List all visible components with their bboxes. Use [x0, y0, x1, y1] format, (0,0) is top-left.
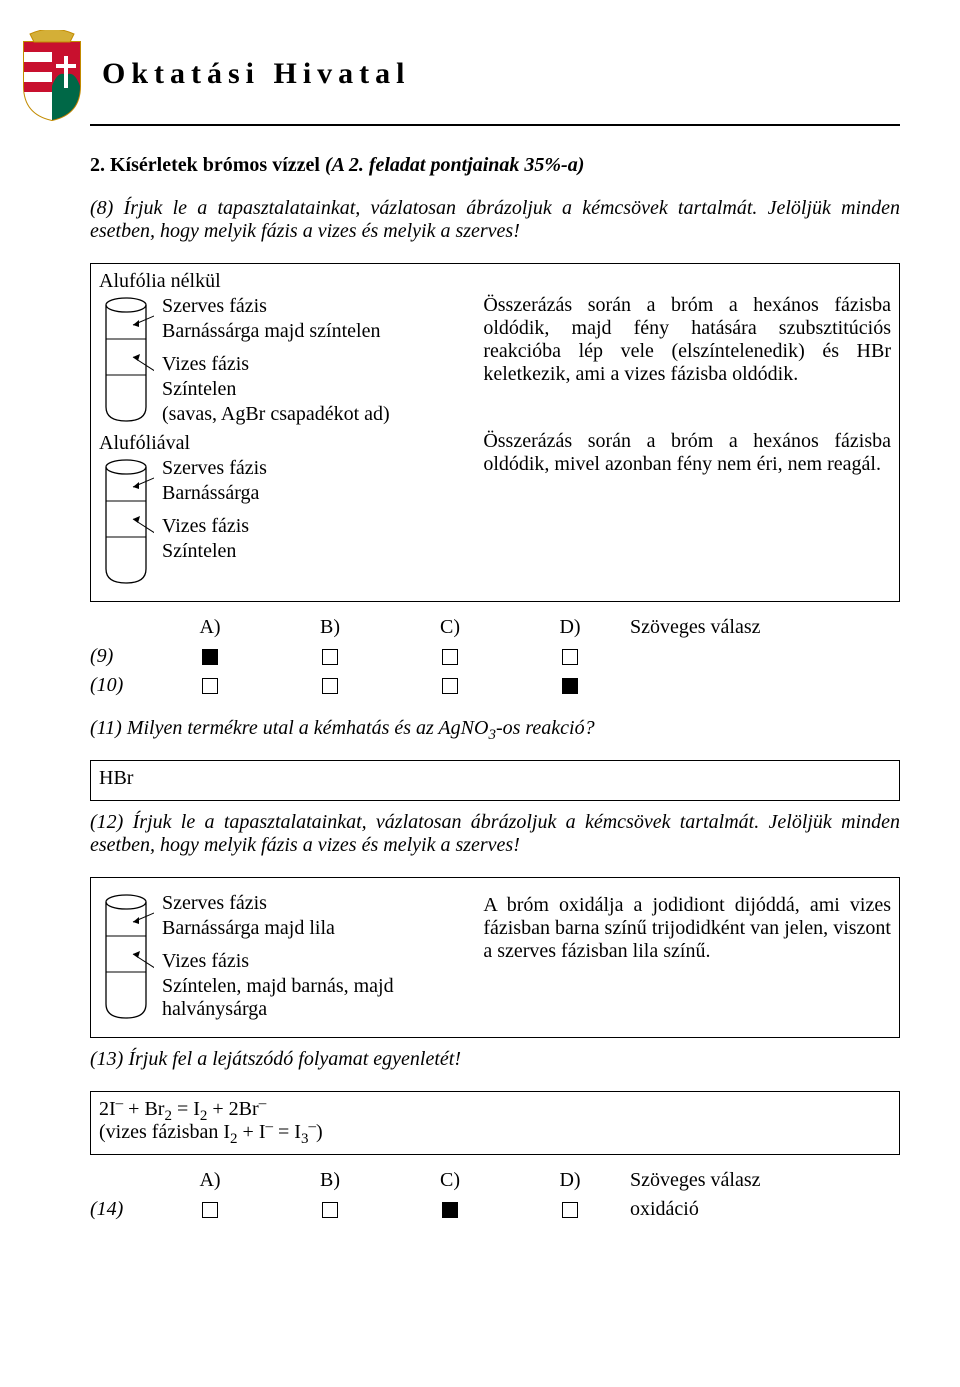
answer-11: HBr — [99, 767, 133, 789]
grid-cell — [390, 1198, 510, 1221]
grid-col-header: Szöveges válasz — [630, 1169, 900, 1192]
exp2-explain: Összerázás során a bróm a hexános fázisb… — [483, 430, 891, 476]
exp1-aq-extra: (savas, AgBr csapadékot ad) — [162, 403, 463, 426]
grid-text-answer: oxidáció — [630, 1198, 900, 1221]
grid-cell — [150, 645, 270, 668]
exp2-org-phase: Szerves fázis — [162, 457, 463, 480]
grid-col-header: D) — [510, 1169, 630, 1192]
filled-square-icon — [202, 649, 218, 665]
empty-square-icon — [562, 649, 578, 665]
question-11: (11) Milyen termékre utal a kémhatás és … — [90, 717, 900, 740]
answer-box-1: Alufólia nélkül — [90, 263, 900, 602]
grid-cell — [150, 1198, 270, 1221]
grid-col-header: Szöveges válasz — [630, 616, 900, 639]
grid-col-header: C) — [390, 616, 510, 639]
grid-cell — [270, 1198, 390, 1221]
section-title: 2. Kísérletek brómos vízzel (A 2. felada… — [90, 154, 900, 177]
exp1-org-note: Barnássárga majd színtelen — [162, 320, 463, 343]
empty-square-icon — [322, 678, 338, 694]
eq13-line2: (vizes fázisban I2 + I– = I3–) — [99, 1121, 891, 1144]
empty-square-icon — [322, 1202, 338, 1218]
grid-text-answer — [630, 674, 900, 697]
exp2-org-note: Barnássárga — [162, 482, 463, 505]
empty-square-icon — [442, 649, 458, 665]
grid-cell — [150, 674, 270, 697]
coat-of-arms-icon — [20, 30, 84, 118]
header: Oktatási Hivatal — [20, 30, 900, 118]
grid-col-header: A) — [150, 616, 270, 639]
grid-row-label: (9) — [90, 645, 150, 668]
answer-grid-1: A)B)C)D)Szöveges válasz (9) (10) — [90, 616, 900, 697]
grid-cell — [390, 645, 510, 668]
filled-square-icon — [442, 1202, 458, 1218]
exp3-explain: A bróm oxidálja a jodidiont dijóddá, ami… — [483, 894, 891, 963]
grid-col-header: B) — [270, 1169, 390, 1192]
question-12: (12) Írjuk le a tapasztalatainkat, vázla… — [90, 811, 900, 857]
exp3-org-phase: Szerves fázis — [162, 892, 463, 915]
page: Oktatási Hivatal 2. Kísérletek brómos ví… — [0, 0, 960, 1275]
grid-cell — [510, 674, 630, 697]
exp3-aq-note: Színtelen, majd barnás, majd halványsárg… — [162, 975, 463, 1021]
page-title: Oktatási Hivatal — [102, 57, 411, 91]
exp1-aq-phase: Vizes fázis — [162, 353, 463, 376]
grid-cell — [510, 1198, 630, 1221]
exp1-aq-note: Színtelen — [162, 378, 463, 401]
grid-col-header: D) — [510, 616, 630, 639]
test-tube-icon — [99, 892, 154, 1022]
grid-cell — [270, 645, 390, 668]
grid-row-label: (14) — [90, 1198, 150, 1221]
exp1-label: Alufólia nélkül — [99, 270, 463, 293]
grid-cell — [510, 645, 630, 668]
empty-square-icon — [202, 1202, 218, 1218]
question-13: (13) Írjuk fel a lejátszódó folyamat egy… — [90, 1048, 900, 1071]
eq13-line1: 2I– + Br2 = I2 + 2Br– — [99, 1098, 891, 1121]
empty-square-icon — [202, 678, 218, 694]
grid-row-label: (10) — [90, 674, 150, 697]
exp1-org-phase: Szerves fázis — [162, 295, 463, 318]
exp3-aq-phase: Vizes fázis — [162, 950, 463, 973]
empty-square-icon — [442, 678, 458, 694]
grid-cell — [270, 674, 390, 697]
test-tube-icon — [99, 295, 154, 425]
empty-square-icon — [562, 1202, 578, 1218]
exp2-label: Alufóliával — [99, 432, 463, 455]
exp3-org-note: Barnássárga majd lila — [162, 917, 463, 940]
exp2-aq-note: Színtelen — [162, 540, 463, 563]
exp1-explain: Összerázás során a bróm a hexános fázisb… — [483, 294, 891, 386]
answer-box-13: 2I– + Br2 = I2 + 2Br– (vizes fázisban I2… — [90, 1091, 900, 1155]
grid-col-header: A) — [150, 1169, 270, 1192]
grid-text-answer — [630, 645, 900, 668]
grid-cell — [390, 674, 510, 697]
grid-col-header: C) — [390, 1169, 510, 1192]
grid-col-header: B) — [270, 616, 390, 639]
answer-box-11: HBr — [90, 760, 900, 801]
question-8: (8) Írjuk le a tapasztalatainkat, vázlat… — [90, 197, 900, 243]
test-tube-icon — [99, 457, 154, 587]
filled-square-icon — [562, 678, 578, 694]
section-title-ital: (A 2. feladat pontjainak 35%-a) — [325, 154, 584, 176]
answer-grid-2: A)B)C)D)Szöveges válasz (14) oxidáció — [90, 1169, 900, 1221]
answer-box-12: Szerves fázis Barnássárga majd lila Vize… — [90, 877, 900, 1038]
empty-square-icon — [322, 649, 338, 665]
header-divider — [90, 124, 900, 126]
section-title-lead: 2. Kísérletek brómos vízzel — [90, 154, 325, 176]
exp2-aq-phase: Vizes fázis — [162, 515, 463, 538]
